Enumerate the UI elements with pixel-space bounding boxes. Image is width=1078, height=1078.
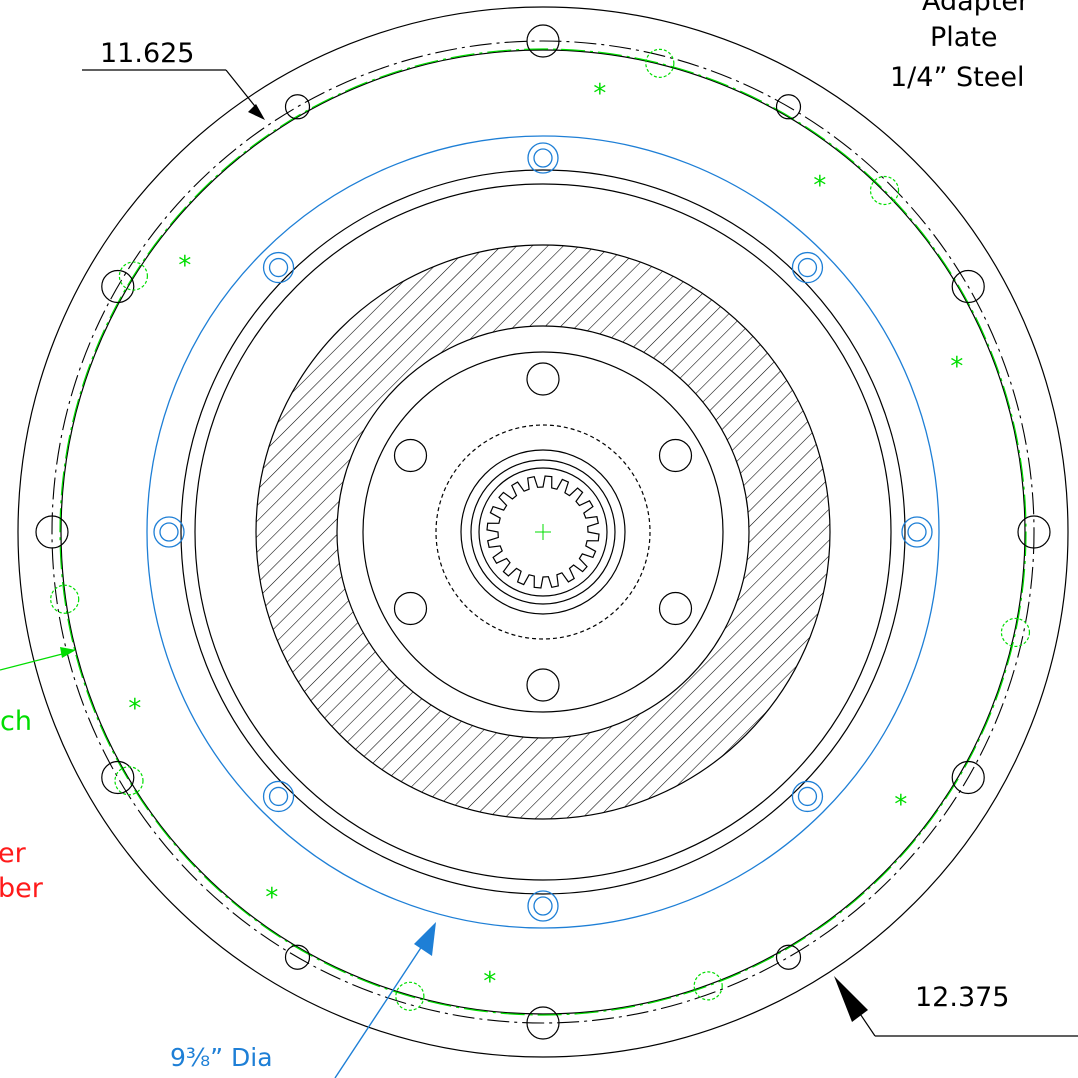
- green-bolt-pattern-circle: [59, 48, 1027, 1016]
- blue-bolt-hole-inner: [533, 148, 553, 168]
- svg-text:*: *: [264, 883, 280, 913]
- outer-bolt-hole: [775, 944, 802, 970]
- hub-bolt-hole: [526, 668, 560, 702]
- green-bolt-hole: [114, 766, 144, 796]
- blue-bolt-hole-outer: [791, 251, 824, 284]
- outer-bolt-hole: [284, 94, 311, 120]
- outer-bolt-hole: [526, 1006, 560, 1040]
- outer-bolt-hole: [775, 94, 802, 120]
- blue-bolt-hole-outer: [527, 142, 559, 174]
- hub-bolt-hole: [393, 438, 428, 473]
- blue-bolt-hole-inner: [797, 257, 818, 278]
- blue-bolt-holes: [153, 142, 933, 922]
- blue-bolt-hole-inner: [907, 522, 927, 542]
- red-partial-label-2: ber: [0, 873, 44, 904]
- outer-bolt-holes: [35, 24, 1051, 1040]
- outer-bolt-hole: [284, 944, 311, 970]
- outer-bolt-hole: [951, 269, 985, 304]
- ring-2: [194, 183, 892, 881]
- hub-bolt-hole: [393, 591, 428, 626]
- dimension-11-625: 11.625: [82, 38, 265, 120]
- green-bolt-hole: [118, 261, 148, 291]
- outer-bolt-hole: [35, 515, 69, 549]
- blue-bolt-hole-outer: [262, 780, 295, 813]
- green-bolt-hole: [869, 175, 900, 206]
- blue-bolt-hole-outer: [262, 251, 295, 284]
- hub-bolt-hole: [658, 591, 693, 626]
- dimension-top-label: 11.625: [100, 38, 194, 69]
- blue-bolt-hole-inner: [159, 522, 179, 542]
- green-leader: ch: [0, 647, 76, 737]
- title-line-1: Adapter: [922, 0, 1030, 17]
- hub-ring-3: [460, 449, 626, 615]
- green-bolt-hole: [693, 971, 723, 1001]
- green-bolt-hole: [1000, 617, 1031, 648]
- green-bolt-holes: [50, 48, 1031, 1011]
- green-bolt-hole: [645, 48, 675, 78]
- blue-bolt-hole-outer: [791, 780, 824, 813]
- inner-plate-circle: [60, 49, 1026, 1015]
- center-mark: [535, 524, 551, 540]
- green-bolt-hole: [50, 584, 80, 614]
- blue-bolt-hole-inner: [797, 786, 818, 807]
- hub-bolt-hole: [658, 438, 693, 473]
- blue-dia-label: 9³⁄₈” Dia: [170, 1043, 273, 1072]
- blue-bolt-hole-outer: [153, 516, 185, 548]
- green-partial-label: ch: [0, 706, 32, 737]
- blue-bolt-hole-outer: [527, 890, 559, 922]
- blue-bolt-hole-inner: [268, 786, 289, 807]
- outer-bolt-hole: [1017, 515, 1051, 549]
- dimension-12-375: 12.375: [834, 976, 1078, 1037]
- blue-bolt-hole-inner: [533, 896, 553, 916]
- svg-text:*: *: [592, 79, 608, 109]
- bolt-circle-centerline: [51, 40, 1035, 1024]
- outer-bolt-hole: [526, 24, 560, 58]
- svg-text:*: *: [177, 251, 193, 281]
- hub-ring-1: [362, 351, 724, 713]
- outer-bolt-hole: [101, 760, 135, 795]
- title-line-3: 1/4” Steel: [890, 62, 1024, 93]
- svg-text:*: *: [482, 967, 498, 997]
- svg-text:*: *: [949, 352, 965, 382]
- hub-bolt-holes: [393, 362, 693, 702]
- spline-profile: [486, 475, 600, 589]
- green-bolt-hole: [395, 981, 425, 1011]
- red-partial-labels: er ber: [0, 838, 44, 904]
- hub-bolt-hole: [526, 362, 560, 396]
- blue-bolt-hole-outer: [901, 516, 933, 548]
- title-line-2: Plate: [930, 22, 998, 53]
- ring-1: [180, 169, 906, 895]
- outer-bolt-hole: [101, 269, 135, 304]
- outer-bolt-hole: [951, 760, 985, 795]
- svg-text:*: *: [893, 790, 909, 820]
- blue-dia-leader: 9³⁄₈” Dia: [170, 922, 436, 1078]
- svg-text:*: *: [127, 694, 143, 724]
- hub-ring-5: [478, 467, 608, 597]
- blue-dia-circle: [146, 135, 940, 929]
- green-asterisks: * * * * * * * *: [127, 79, 965, 997]
- blue-bolt-hole-inner: [268, 257, 289, 278]
- hub-ring-4: [470, 459, 616, 605]
- hatched-friction-ring: [255, 244, 831, 820]
- dimension-bottom-label: 12.375: [915, 982, 1009, 1013]
- svg-text:*: *: [812, 171, 828, 201]
- adapter-plate-title: Adapter Plate 1/4” Steel: [890, 0, 1030, 93]
- hub-ring-2: [435, 424, 651, 640]
- outer-plate-circle: [17, 6, 1069, 1058]
- red-partial-label-1: er: [0, 838, 27, 869]
